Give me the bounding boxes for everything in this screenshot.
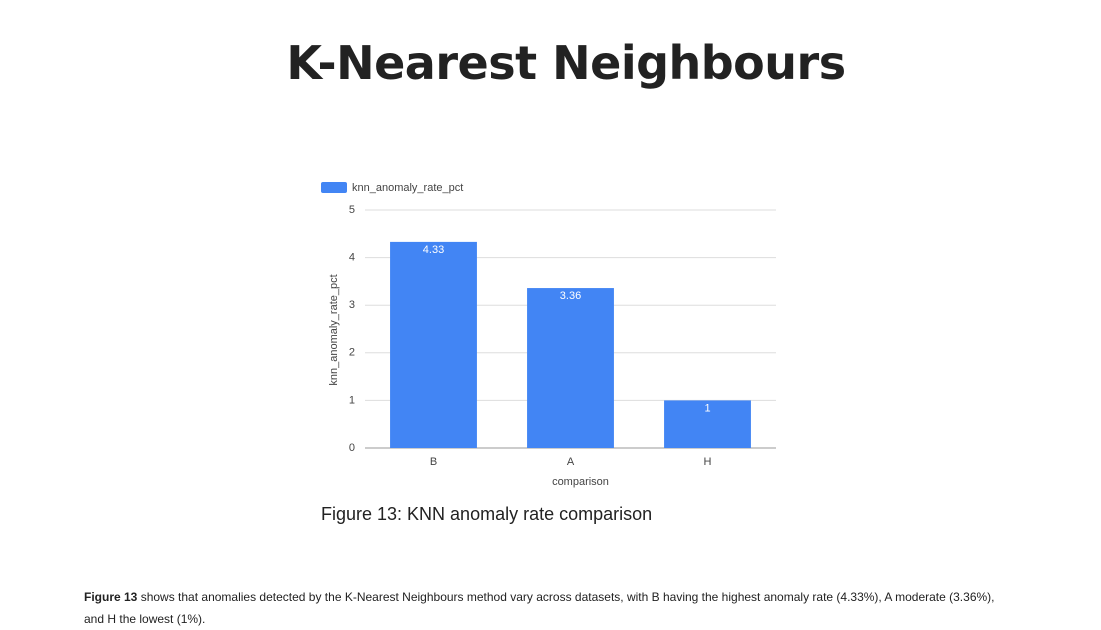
bar (390, 241, 477, 448)
data-label: 4.33 (423, 244, 444, 256)
y-tick-label: 1 (349, 394, 355, 406)
x-tick-label: H (704, 456, 712, 468)
paragraph-text: shows that anomalies detected by the K-N… (84, 590, 995, 626)
y-tick-label: 4 (349, 252, 355, 264)
bold-ref: Figure 13 (84, 590, 138, 604)
bar (664, 400, 751, 448)
data-label: 3.36 (560, 290, 581, 302)
y-tick-label: 2 (349, 347, 355, 359)
y-tick-label: 3 (349, 299, 355, 311)
legend-swatch (321, 182, 347, 193)
x-tick-label: B (430, 456, 437, 468)
bar (527, 288, 614, 448)
paragraph: Figure 13 shows that anomalies detected … (84, 586, 1004, 630)
figure-caption: Figure 13: KNN anomaly rate comparison (321, 504, 653, 524)
y-tick-label: 0 (349, 442, 355, 454)
x-axis-label: comparison (552, 476, 609, 488)
legend-label: knn_anomaly_rate_pct (352, 182, 463, 194)
chart: 0 1 2 3 4 5 knn_anomaly_rate_pct knn_anomaly_ra… (321, 182, 776, 488)
y-tick-label: 5 (349, 204, 355, 216)
page-title: K-Nearest Neighbours (286, 36, 846, 90)
y-axis-label: knn_anomaly_rate_pct (328, 274, 340, 385)
x-tick-label: A (567, 456, 575, 468)
data-label: 1 (704, 402, 710, 414)
